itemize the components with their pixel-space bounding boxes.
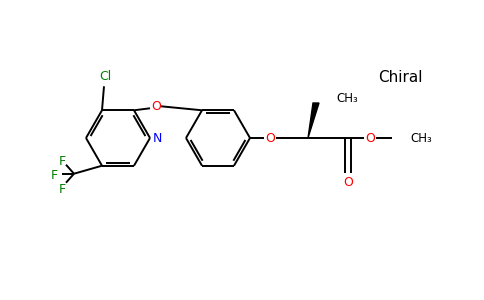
Text: CH₃: CH₃ — [336, 92, 358, 106]
Text: F: F — [59, 183, 65, 196]
Text: O: O — [265, 131, 275, 145]
Text: O: O — [343, 176, 353, 188]
Text: F: F — [59, 155, 65, 168]
Text: N: N — [152, 131, 162, 145]
Text: O: O — [151, 100, 161, 113]
Text: F: F — [50, 169, 58, 182]
Text: Chiral: Chiral — [378, 70, 423, 86]
Text: Cl: Cl — [99, 70, 111, 83]
Text: CH₃: CH₃ — [410, 131, 432, 145]
Text: O: O — [365, 131, 375, 145]
Polygon shape — [308, 103, 319, 138]
